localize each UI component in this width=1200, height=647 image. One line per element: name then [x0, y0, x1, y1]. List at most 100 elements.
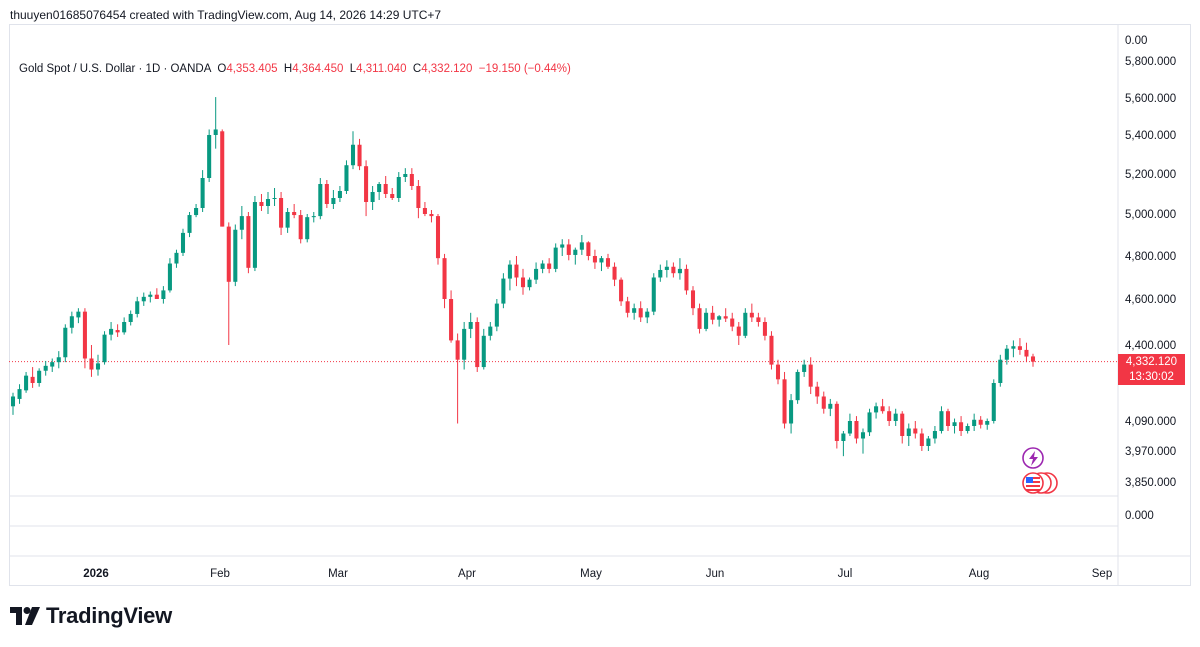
candle-body[interactable] [815, 386, 820, 397]
candle-body[interactable] [749, 312, 754, 318]
candle-body[interactable] [344, 165, 349, 191]
candle-body[interactable] [24, 375, 29, 391]
candle-body[interactable] [1030, 356, 1036, 362]
candle-body[interactable] [756, 317, 761, 322]
chart-frame[interactable] [9, 24, 1191, 586]
us-flag-event-icon[interactable] [1022, 472, 1058, 494]
candle-body[interactable] [599, 258, 604, 263]
candle-body[interactable] [337, 191, 342, 198]
candle-body[interactable] [403, 174, 408, 177]
candle-body[interactable] [998, 359, 1003, 383]
candle-body[interactable] [167, 263, 172, 291]
candle-body[interactable] [305, 217, 310, 240]
candle-body[interactable] [82, 311, 87, 359]
time-axis[interactable]: 2026 Feb Mar Apr May Jun Jul Aug Sep [83, 568, 1112, 580]
candle-body[interactable] [867, 412, 872, 433]
candle-body[interactable] [30, 376, 35, 383]
candle-body[interactable] [841, 433, 846, 442]
candle-body[interactable] [605, 258, 611, 267]
candle-body[interactable] [109, 328, 114, 335]
candle-body[interactable] [488, 326, 493, 336]
candle-body[interactable] [893, 413, 898, 421]
candle-body[interactable] [939, 411, 944, 431]
candle-body[interactable] [50, 362, 55, 367]
candle-body[interactable] [828, 403, 833, 409]
candle-body[interactable] [161, 290, 166, 299]
candle-body[interactable] [612, 266, 617, 280]
candle-body[interactable] [233, 229, 238, 282]
candle-body[interactable] [540, 263, 545, 269]
candle-body[interactable] [573, 249, 578, 255]
candle-body[interactable] [252, 202, 257, 268]
candle-body[interactable] [645, 311, 650, 318]
candle-body[interactable] [762, 322, 767, 336]
candle-body[interactable] [449, 299, 454, 341]
candle-body[interactable] [769, 335, 774, 365]
candle-body[interactable] [279, 198, 284, 228]
candle-body[interactable] [880, 406, 885, 412]
candle-body[interactable] [710, 312, 715, 320]
candle-body[interactable] [965, 426, 970, 431]
candle-body[interactable] [978, 419, 983, 425]
candle-body[interactable] [919, 433, 924, 447]
candle-body[interactable] [887, 411, 892, 421]
price-axis[interactable]: 0.00 5,800.000 5,600.000 5,400.000 5,200.000… [1125, 35, 1176, 522]
candle-body[interactable] [122, 322, 127, 333]
candle-body[interactable] [194, 208, 199, 216]
candle-body[interactable] [396, 177, 401, 198]
candle-body[interactable] [579, 242, 584, 250]
candle-body[interactable] [730, 318, 735, 327]
candle-body[interactable] [455, 340, 460, 360]
candle-body[interactable] [690, 290, 696, 309]
candle-body[interactable] [429, 214, 434, 217]
candle-body[interactable] [959, 422, 964, 431]
candle-body[interactable] [520, 277, 526, 288]
candle-body[interactable] [632, 308, 637, 313]
candle-body[interactable] [468, 322, 473, 329]
candle-body[interactable] [926, 438, 931, 447]
candle-body[interactable] [187, 215, 192, 233]
candle-body[interactable] [207, 135, 212, 178]
candle-body[interactable] [697, 308, 702, 329]
candle-body[interactable] [972, 419, 977, 426]
candle-body[interactable] [952, 422, 957, 426]
candle-body[interactable] [494, 303, 499, 327]
candle-body[interactable] [821, 396, 826, 409]
candle-body[interactable] [900, 413, 905, 436]
tradingview-logo[interactable]: TradingView [10, 603, 172, 629]
candle-body[interactable] [383, 184, 388, 194]
candle-body[interactable] [723, 316, 728, 319]
candle-body[interactable] [847, 421, 852, 434]
candle-body[interactable] [285, 212, 290, 228]
candle-body[interactable] [684, 268, 689, 291]
candle-body[interactable] [259, 202, 264, 206]
candle-body[interactable] [89, 358, 94, 370]
candle-body[interactable] [860, 432, 866, 439]
candle-body[interactable] [854, 421, 859, 439]
candle-body[interactable] [246, 216, 251, 268]
candle-body[interactable] [154, 294, 159, 299]
candle-body[interactable] [462, 328, 467, 360]
candle-body[interactable] [265, 199, 271, 206]
candle-body[interactable] [95, 363, 101, 370]
candle-body[interactable] [945, 411, 951, 426]
candle-body[interactable] [481, 335, 486, 368]
candle-body[interactable] [115, 330, 120, 333]
candle-body[interactable] [507, 264, 512, 279]
candle-body[interactable] [1004, 348, 1009, 360]
candle-body[interactable] [331, 198, 336, 204]
candle-body[interactable] [625, 301, 630, 313]
candle-body[interactable] [377, 184, 382, 192]
candle-body[interactable] [651, 277, 656, 312]
candle-body[interactable] [775, 364, 781, 380]
candle-body[interactable] [324, 184, 329, 204]
candle-body[interactable] [390, 194, 395, 198]
candle-body[interactable] [664, 266, 669, 270]
candle-body[interactable] [553, 247, 558, 269]
candle-body[interactable] [213, 129, 218, 135]
candle-body[interactable] [985, 421, 990, 425]
candle-body[interactable] [795, 371, 800, 401]
candle-body[interactable] [200, 178, 205, 208]
candle-body[interactable] [435, 216, 441, 259]
candle-body[interactable] [102, 334, 107, 363]
